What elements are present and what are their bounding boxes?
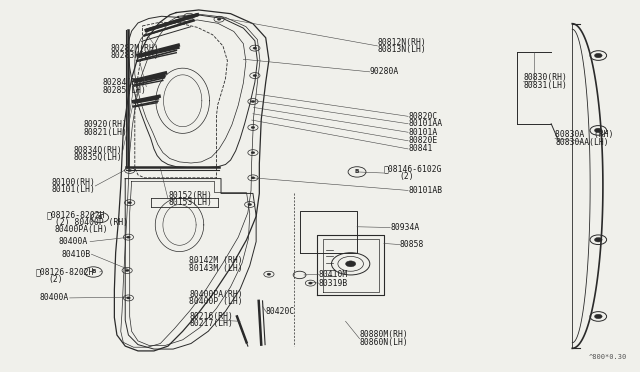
Circle shape xyxy=(217,18,221,20)
Text: 80813N(LH): 80813N(LH) xyxy=(378,45,426,54)
Text: 80858: 80858 xyxy=(400,240,424,249)
Text: 90280A: 90280A xyxy=(370,67,399,76)
Text: 80100(RH): 80100(RH) xyxy=(51,178,95,187)
Circle shape xyxy=(308,282,312,284)
Text: Ⓑ08146-6102G: Ⓑ08146-6102G xyxy=(384,165,442,174)
Circle shape xyxy=(595,53,602,58)
Text: 80841: 80841 xyxy=(408,144,433,153)
Text: 80153(LH): 80153(LH) xyxy=(168,198,212,207)
Text: 80400PA(RH): 80400PA(RH) xyxy=(189,290,243,299)
Text: 80283M(LH): 80283M(LH) xyxy=(110,51,159,60)
Text: 80834Q(RH): 80834Q(RH) xyxy=(74,146,122,155)
Text: 80400A: 80400A xyxy=(39,294,68,302)
Circle shape xyxy=(127,236,131,238)
Text: 80282M(RH): 80282M(RH) xyxy=(110,44,159,52)
Text: B: B xyxy=(355,169,359,174)
Circle shape xyxy=(595,314,602,319)
Text: 80101(LH): 80101(LH) xyxy=(51,185,95,194)
Text: 80216(RH): 80216(RH) xyxy=(189,312,233,321)
Text: 80420C: 80420C xyxy=(266,307,295,316)
Circle shape xyxy=(253,74,257,77)
Text: 80101A: 80101A xyxy=(408,128,437,137)
Text: Ⓑ08126-8202H: Ⓑ08126-8202H xyxy=(47,211,105,219)
Text: 80101AA: 80101AA xyxy=(408,119,442,128)
Text: 80284(RH): 80284(RH) xyxy=(102,78,147,87)
Circle shape xyxy=(187,15,191,17)
Text: 80400A: 80400A xyxy=(58,237,88,246)
Circle shape xyxy=(253,47,257,49)
Text: 80217(LH): 80217(LH) xyxy=(189,320,233,328)
Circle shape xyxy=(251,126,255,129)
Text: B: B xyxy=(91,269,95,275)
Text: 80410M: 80410M xyxy=(319,270,348,279)
Text: 80860N(LH): 80860N(LH) xyxy=(360,338,408,347)
Text: 80142M (RH): 80142M (RH) xyxy=(189,256,243,265)
Text: 80920(RH): 80920(RH) xyxy=(83,121,127,129)
Text: 80400PA(LH): 80400PA(LH) xyxy=(55,225,109,234)
Circle shape xyxy=(251,100,255,103)
Circle shape xyxy=(267,273,271,275)
Text: ^800*0.30: ^800*0.30 xyxy=(588,354,627,360)
Circle shape xyxy=(595,128,602,133)
Text: 80880M(RH): 80880M(RH) xyxy=(360,330,408,340)
Circle shape xyxy=(125,269,129,272)
Circle shape xyxy=(251,177,255,179)
Circle shape xyxy=(346,261,356,267)
Circle shape xyxy=(128,169,132,171)
Circle shape xyxy=(595,237,602,242)
Text: 80410B: 80410B xyxy=(61,250,91,259)
Text: 80830AA(LH): 80830AA(LH) xyxy=(555,138,609,147)
Circle shape xyxy=(128,202,132,204)
Text: 80820E: 80820E xyxy=(408,136,437,145)
Text: 80285(LH): 80285(LH) xyxy=(102,86,147,95)
Text: (2): (2) xyxy=(49,275,63,284)
Text: Ⓑ08126-8202H: Ⓑ08126-8202H xyxy=(36,267,94,276)
Text: 80101AB: 80101AB xyxy=(408,186,442,195)
Text: 80821(LH): 80821(LH) xyxy=(83,128,127,137)
Text: 80143M (LH): 80143M (LH) xyxy=(189,264,243,273)
Text: (2): (2) xyxy=(400,172,415,181)
Text: 80319B: 80319B xyxy=(319,279,348,288)
Text: 80835Q(LH): 80835Q(LH) xyxy=(74,153,122,162)
Text: 80152(RH): 80152(RH) xyxy=(168,191,212,200)
Text: 80830(RH): 80830(RH) xyxy=(523,73,567,82)
Text: (2) 80400P (RH): (2) 80400P (RH) xyxy=(55,218,128,227)
Text: 80820C: 80820C xyxy=(408,112,437,121)
Circle shape xyxy=(251,151,255,154)
Text: 80830A  (RH): 80830A (RH) xyxy=(555,130,614,140)
Text: 80400P (LH): 80400P (LH) xyxy=(189,297,243,306)
Text: 80934A: 80934A xyxy=(390,223,419,232)
Text: 80812N(RH): 80812N(RH) xyxy=(378,38,426,47)
Circle shape xyxy=(127,297,131,299)
Circle shape xyxy=(248,203,252,206)
Text: B: B xyxy=(97,215,102,220)
Text: 80831(LH): 80831(LH) xyxy=(523,81,567,90)
